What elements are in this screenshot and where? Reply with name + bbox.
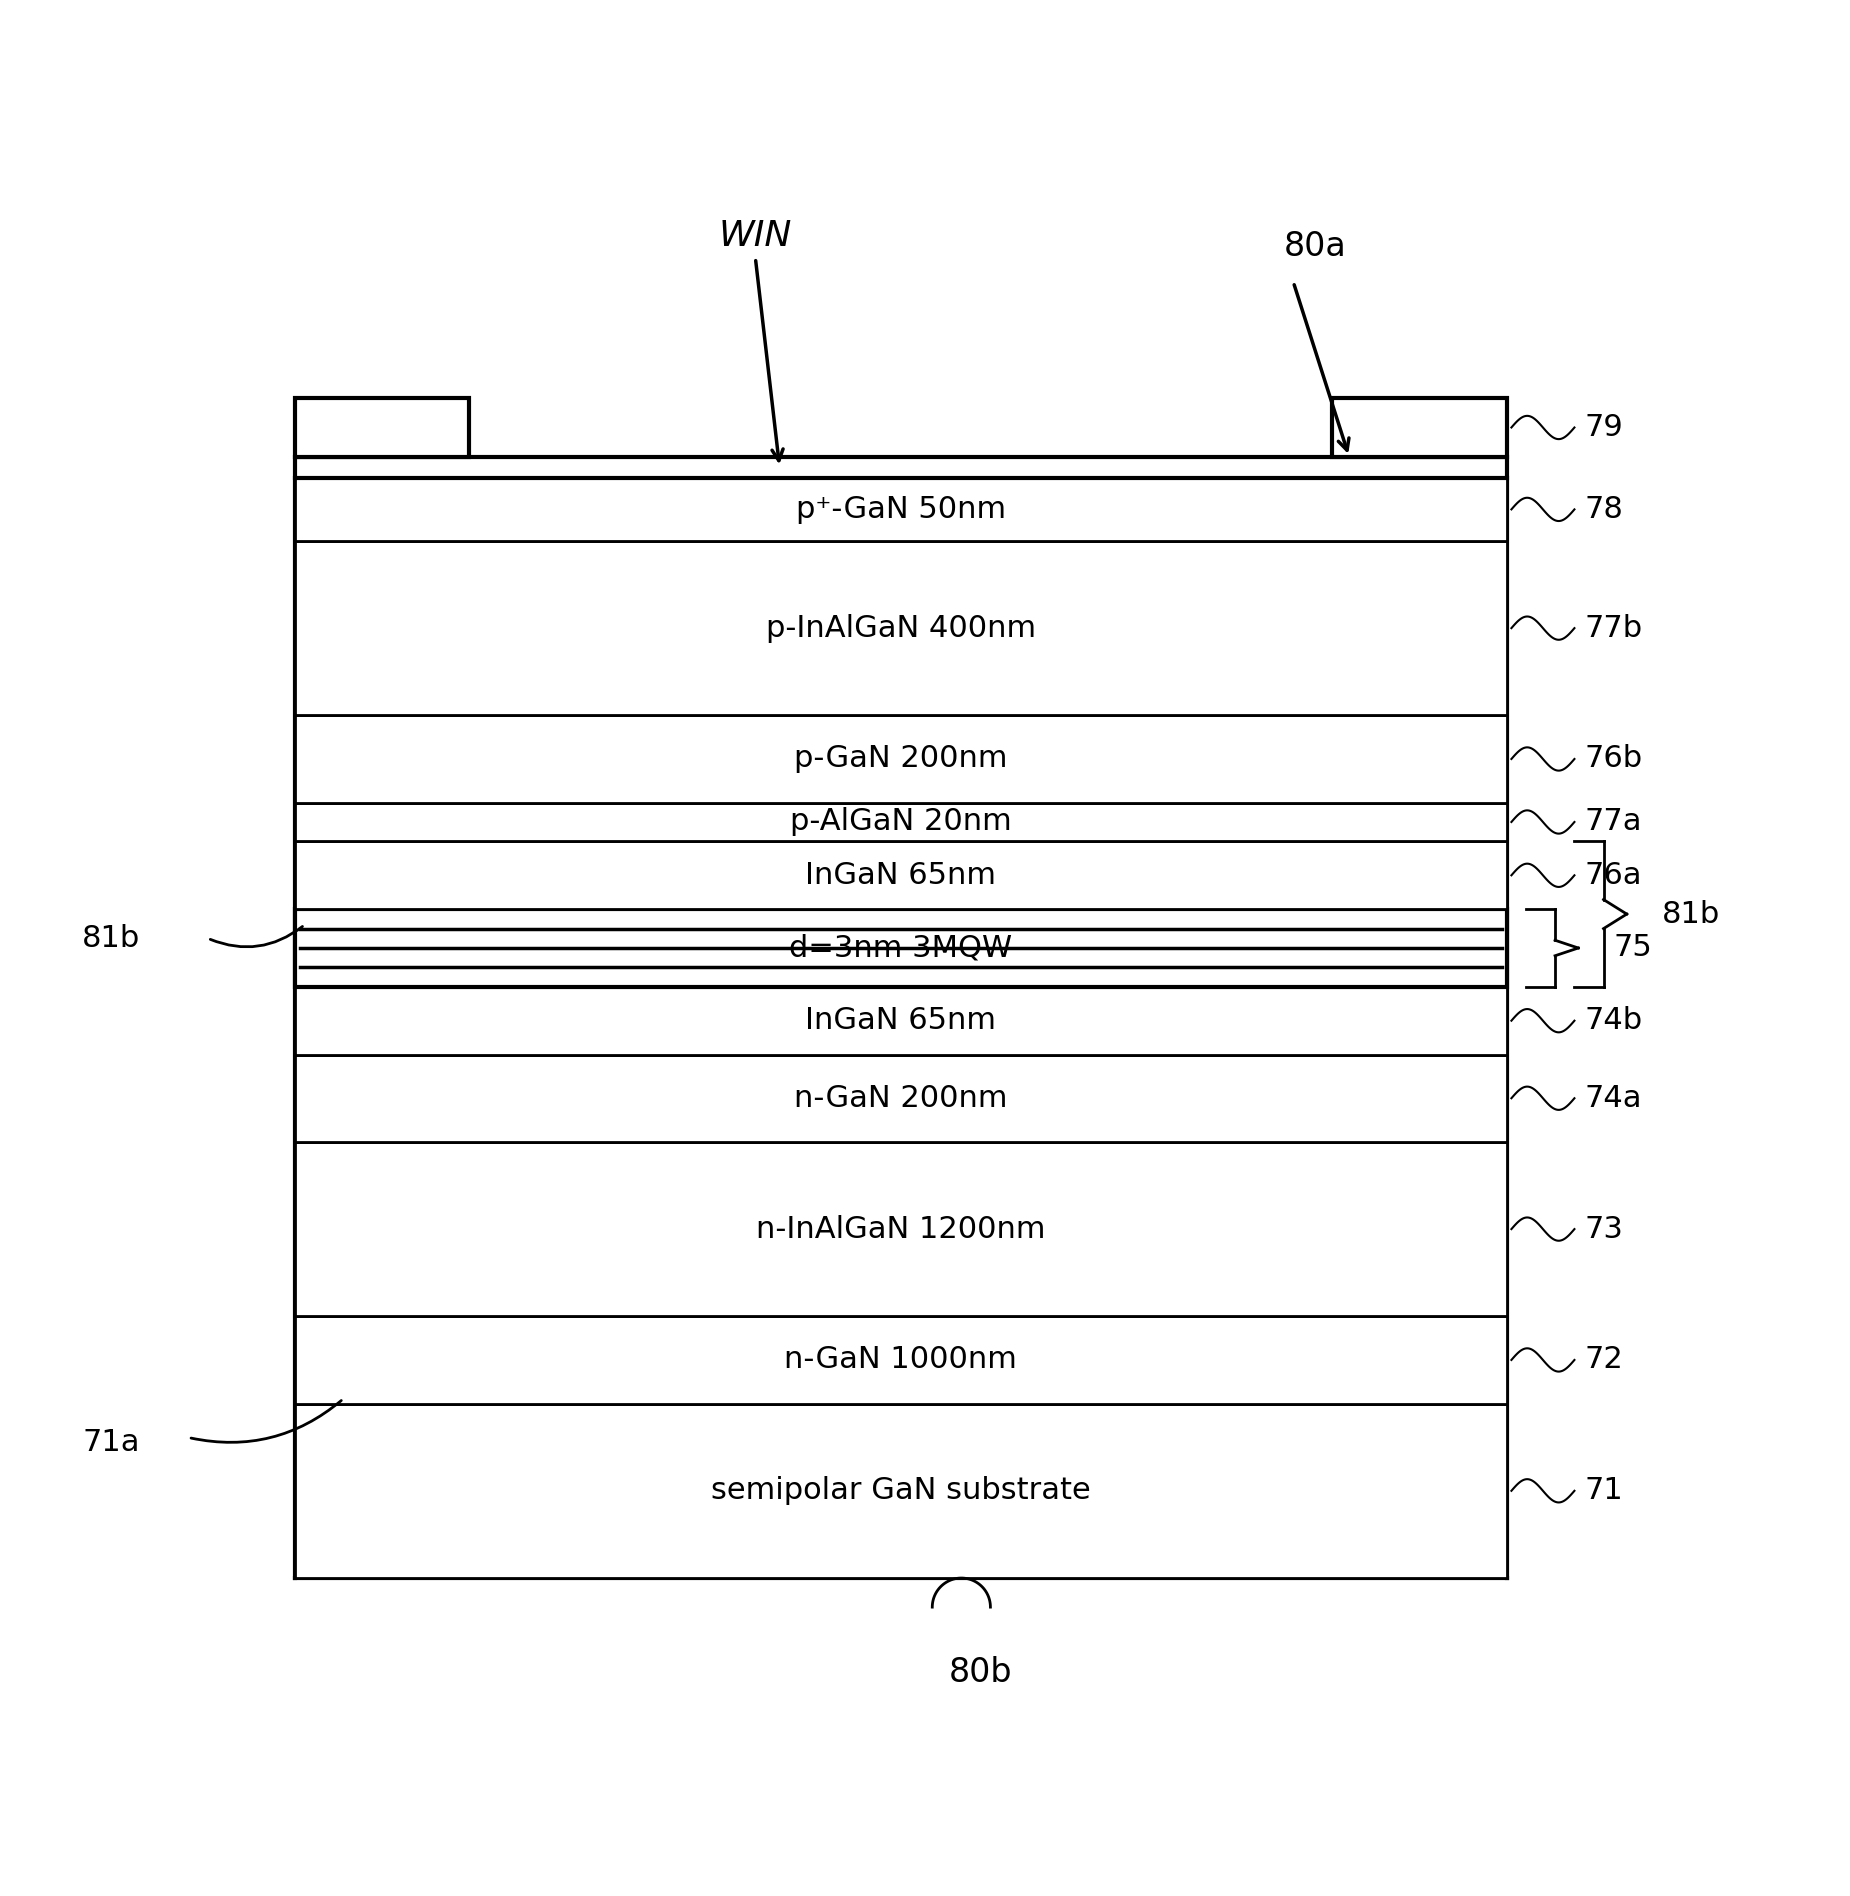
Text: 77a: 77a: [1584, 808, 1641, 836]
Text: WIN: WIN: [718, 220, 792, 252]
Polygon shape: [294, 540, 1506, 715]
Text: p⁺-GaN 50nm: p⁺-GaN 50nm: [796, 495, 1006, 523]
Polygon shape: [294, 478, 1506, 540]
Text: n-GaN 1000nm: n-GaN 1000nm: [784, 1346, 1018, 1375]
Text: 71: 71: [1584, 1477, 1622, 1505]
Text: InGaN 65nm: InGaN 65nm: [805, 1007, 997, 1035]
Polygon shape: [294, 1141, 1506, 1316]
Polygon shape: [294, 1054, 1506, 1141]
Polygon shape: [294, 910, 1506, 986]
Text: p-InAlGaN 400nm: p-InAlGaN 400nm: [766, 614, 1036, 643]
Polygon shape: [294, 1403, 1506, 1577]
Text: 78: 78: [1584, 495, 1622, 523]
Text: p-AlGaN 20nm: p-AlGaN 20nm: [790, 808, 1012, 836]
Polygon shape: [294, 715, 1506, 802]
Text: 74a: 74a: [1584, 1085, 1641, 1113]
Polygon shape: [294, 398, 470, 457]
Polygon shape: [294, 1316, 1506, 1403]
Polygon shape: [1332, 398, 1506, 457]
Polygon shape: [294, 842, 1506, 910]
Text: d=3nm 3MQW: d=3nm 3MQW: [790, 933, 1012, 963]
Text: 76b: 76b: [1584, 745, 1643, 774]
Text: 80a: 80a: [1284, 229, 1347, 264]
Polygon shape: [294, 986, 1506, 1054]
Text: 74b: 74b: [1584, 1007, 1643, 1035]
Text: p-GaN 200nm: p-GaN 200nm: [794, 745, 1008, 774]
Text: 76a: 76a: [1584, 861, 1641, 889]
Text: 71a: 71a: [83, 1428, 141, 1456]
Text: 81b: 81b: [1661, 899, 1720, 929]
Text: 73: 73: [1584, 1215, 1622, 1244]
Text: InGaN 65nm: InGaN 65nm: [805, 861, 997, 889]
Text: semipolar GaN substrate: semipolar GaN substrate: [710, 1477, 1092, 1505]
Text: n-GaN 200nm: n-GaN 200nm: [794, 1085, 1008, 1113]
Polygon shape: [294, 802, 1506, 842]
Text: 75: 75: [1613, 933, 1652, 963]
Text: 81b: 81b: [81, 923, 141, 954]
Text: n-InAlGaN 1200nm: n-InAlGaN 1200nm: [757, 1215, 1045, 1244]
Text: 72: 72: [1584, 1346, 1622, 1375]
Text: 77b: 77b: [1584, 614, 1643, 643]
Text: 79: 79: [1584, 413, 1622, 442]
Text: 80b: 80b: [949, 1655, 1012, 1689]
Polygon shape: [294, 457, 1506, 478]
